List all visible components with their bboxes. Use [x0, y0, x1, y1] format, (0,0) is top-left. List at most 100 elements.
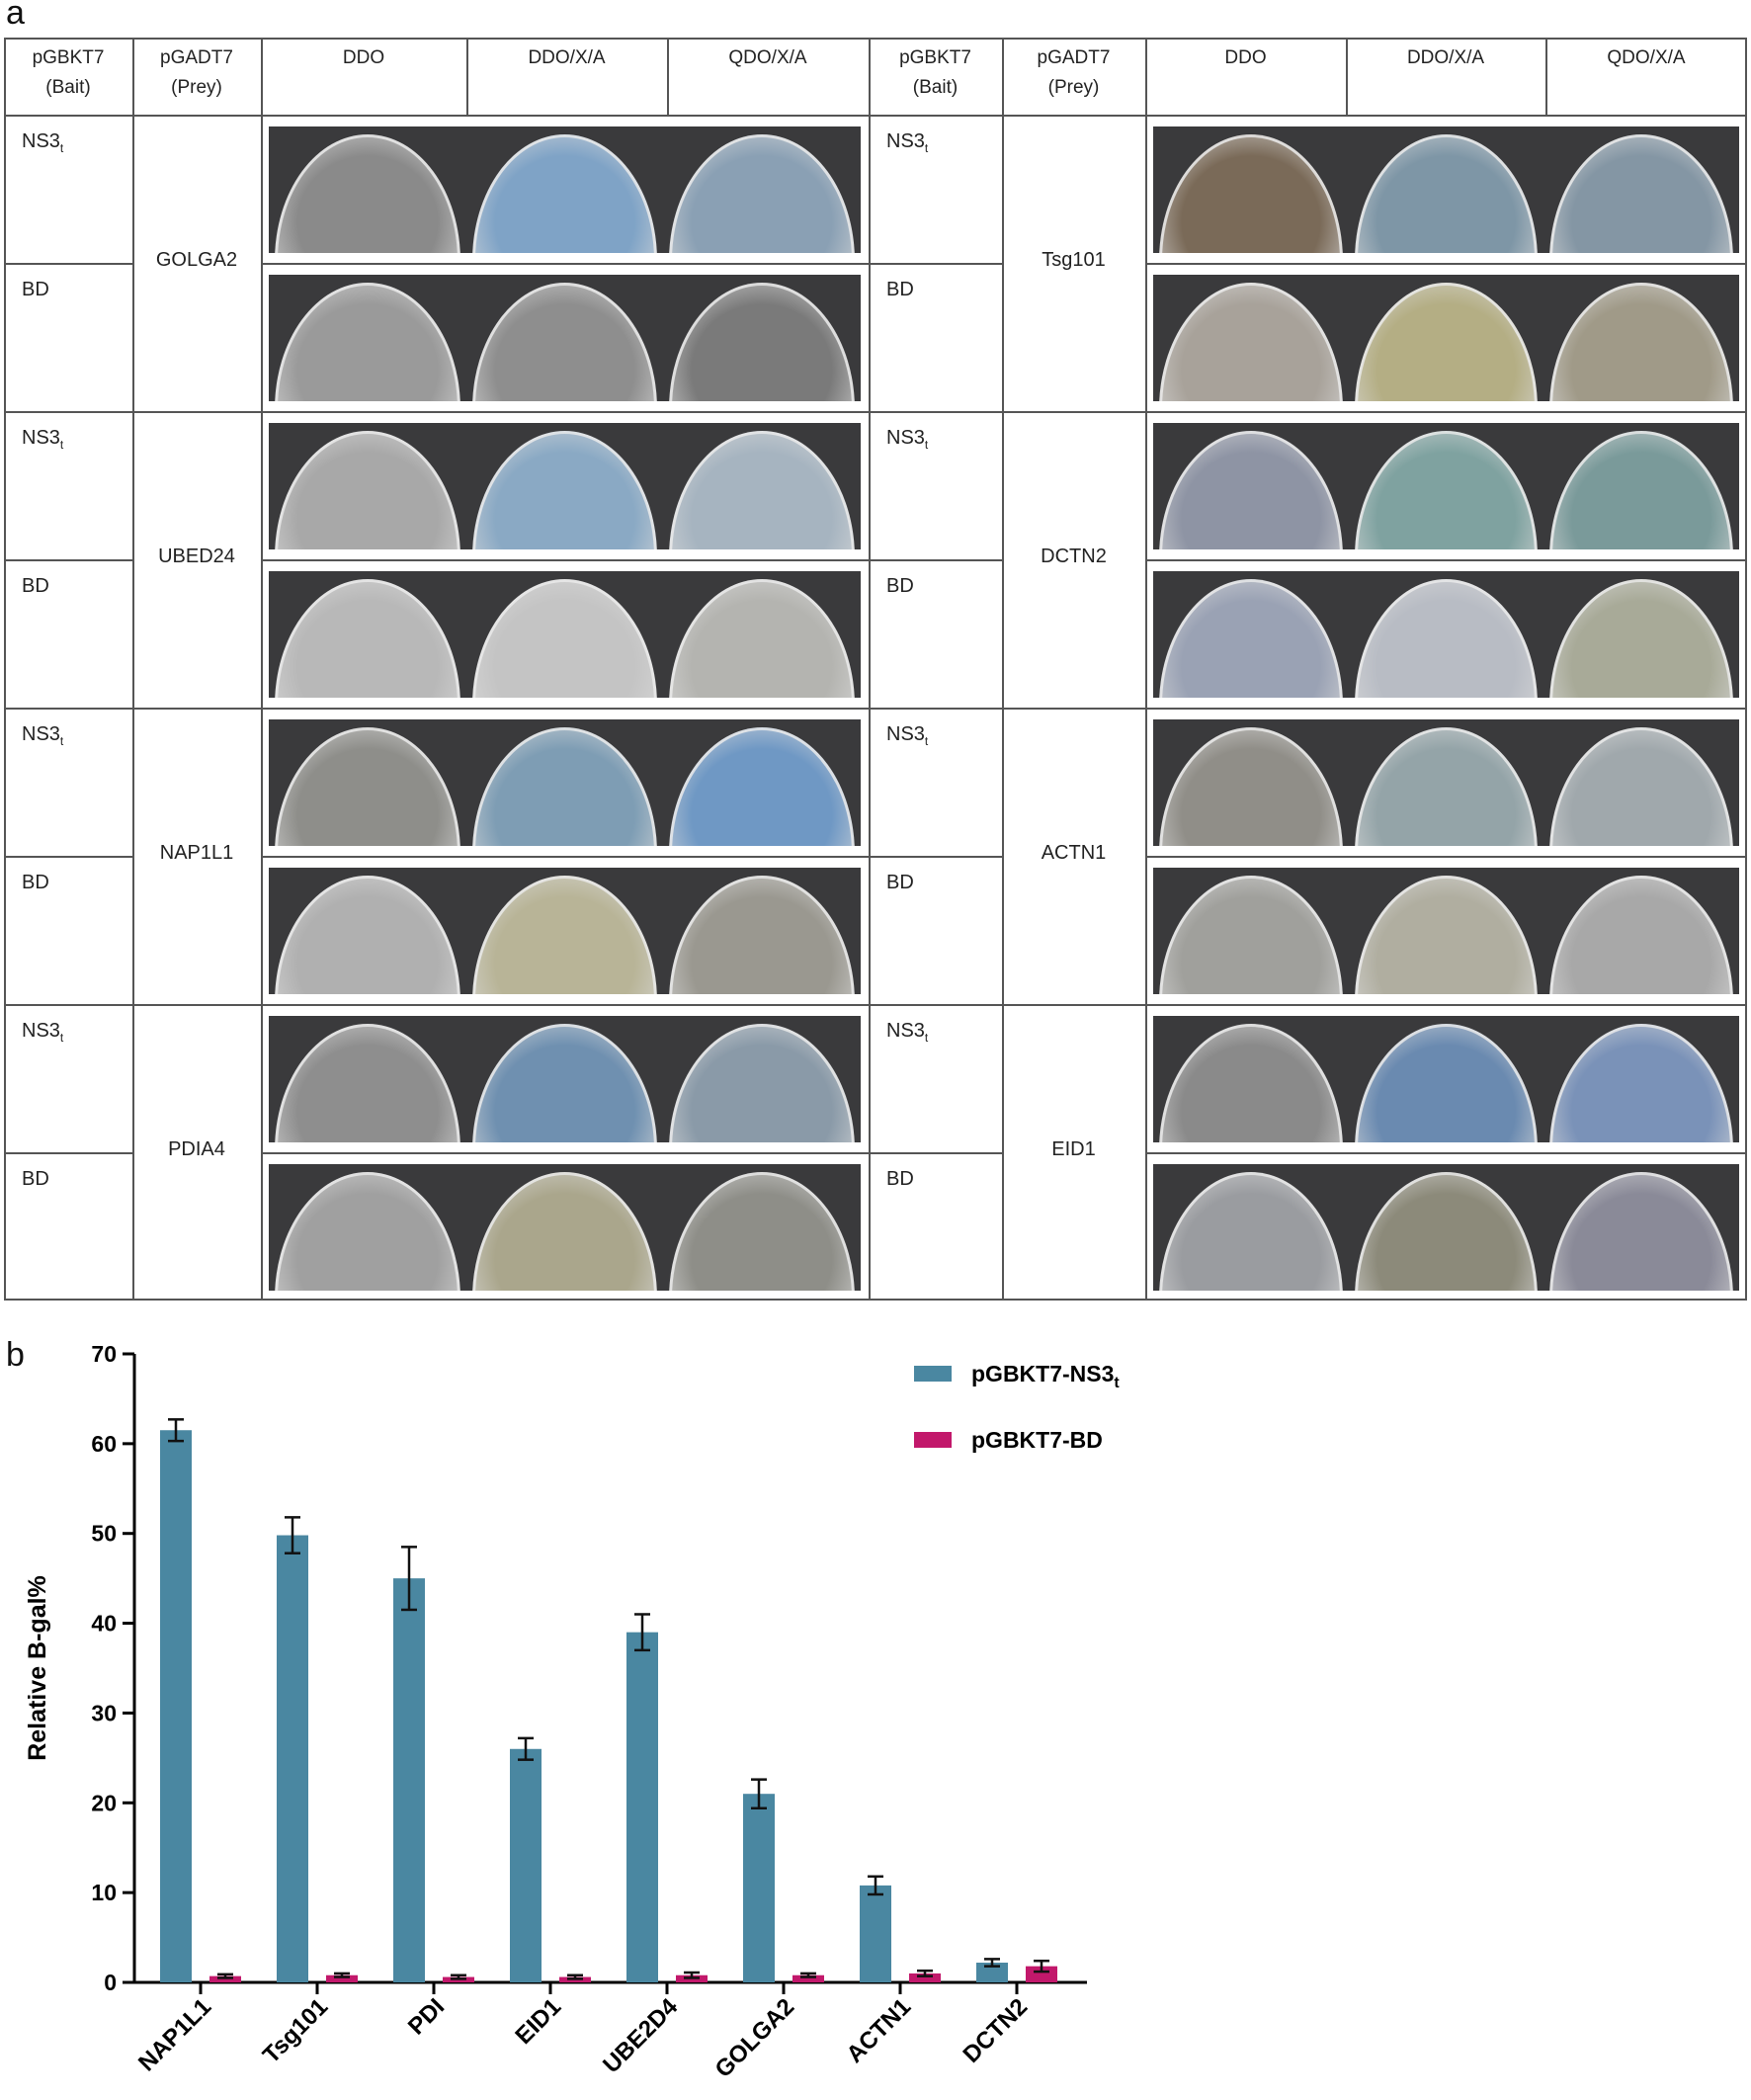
bait-ns3-text: NS3 — [886, 130, 925, 152]
agar-plate-image — [275, 283, 460, 401]
agar-plate-image — [1159, 283, 1343, 401]
bait-label-ns3: NS3t — [22, 723, 63, 748]
plate-row-ns3 — [269, 1016, 861, 1142]
table-vertical-rule — [1145, 38, 1147, 1301]
bait-label-bd: BD — [886, 279, 914, 300]
plate-row-ns3 — [1153, 1016, 1739, 1142]
y-tick-label: 20 — [91, 1790, 117, 1815]
medium-header-ddo-xa: DDO/X/A — [528, 47, 606, 68]
table-group-rule — [4, 708, 1747, 710]
plate-row-bd — [269, 868, 861, 994]
agar-plate-image — [1159, 727, 1343, 846]
y-tick-label: 0 — [104, 1970, 117, 1995]
table-vertical-rule — [1346, 38, 1348, 115]
bait-label-bd: BD — [22, 1168, 49, 1190]
bait-ns3-subscript: t — [924, 438, 929, 452]
agar-plate-image — [1549, 727, 1733, 846]
table-vertical-rule — [261, 38, 263, 1301]
agar-plate-image — [471, 134, 658, 253]
table-row-rule — [869, 263, 1002, 265]
agar-plate-image — [1354, 876, 1539, 994]
bar-ns3 — [510, 1748, 542, 1982]
agar-plate-image — [1549, 1024, 1733, 1142]
prey-header: pGADT7 (Prey) — [1037, 47, 1111, 98]
y-tick-label: 70 — [91, 1341, 117, 1367]
legend-swatch-bd — [914, 1432, 952, 1448]
agar-plate-image — [1549, 876, 1733, 994]
agar-plate-image — [275, 727, 460, 846]
bait-ns3-text: NS3 — [22, 723, 60, 745]
y-axis-title: Relative B-gal% — [24, 1575, 51, 1761]
table-top-rule — [4, 38, 1747, 40]
agar-plate-image — [1354, 134, 1539, 253]
table-vertical-rule — [132, 38, 134, 1301]
table-row-rule — [869, 1152, 1002, 1154]
bait-ns3-subscript: t — [924, 1031, 929, 1045]
bar-ns3 — [626, 1632, 658, 1982]
agar-plate-image — [669, 579, 855, 698]
agar-plate-image — [669, 727, 855, 846]
prey-label: UBED24 — [158, 546, 235, 567]
agar-plate-image — [1159, 1024, 1343, 1142]
bait-label-bd: BD — [22, 872, 49, 893]
prey-label: DCTN2 — [1041, 546, 1107, 567]
x-tick-label: ACTN1 — [842, 1993, 917, 2068]
prey-label: PDIA4 — [168, 1138, 225, 1160]
table-row-rule — [4, 263, 132, 265]
agar-plate-image — [1159, 1172, 1343, 1291]
x-tick-label: GOLGA2 — [709, 1993, 799, 2083]
bait-ns3-subscript: t — [924, 141, 929, 155]
prey-label: Tsg101 — [1042, 249, 1106, 271]
bait-ns3-text: NS3 — [886, 427, 925, 449]
table-row-rule — [4, 1152, 132, 1154]
agar-plate-image — [471, 579, 658, 698]
medium-header-qdo-xa: QDO/X/A — [1607, 47, 1686, 68]
legend-label-ns3: pGBKT7-NS3t — [971, 1361, 1120, 1391]
y-tick-label: 40 — [91, 1611, 117, 1637]
table-row-rule — [4, 559, 132, 561]
plate-row-bd — [269, 275, 861, 401]
plate-row-bd — [1153, 275, 1739, 401]
x-tick-label: EID1 — [510, 1993, 566, 2050]
prey-label: EID1 — [1051, 1138, 1096, 1160]
agar-plate-image — [471, 727, 658, 846]
prey-label: NAP1L1 — [159, 842, 234, 864]
legend-label-text: pGBKT7-BD — [971, 1427, 1103, 1453]
agar-plate-image — [1354, 1172, 1539, 1291]
table-group-rule — [4, 1299, 1747, 1301]
bait-label-bd: BD — [22, 575, 49, 597]
x-tick-label: Tsg101 — [258, 1993, 333, 2068]
bait-label-bd: BD — [22, 279, 49, 300]
agar-plate-image — [471, 876, 658, 994]
agar-plate-image — [669, 876, 855, 994]
agar-plate-image — [1159, 134, 1343, 253]
agar-plate-image — [275, 1024, 460, 1142]
bait-ns3-text: NS3 — [886, 723, 925, 745]
bar-bd — [909, 1973, 941, 1982]
y-tick-label: 30 — [91, 1700, 117, 1725]
bait-label-ns3: NS3t — [22, 130, 63, 155]
agar-plate-image — [1354, 727, 1539, 846]
y-tick-label: 60 — [91, 1431, 117, 1457]
agar-plate-image — [275, 876, 460, 994]
bait-ns3-subscript: t — [59, 141, 64, 155]
table-vertical-rule — [667, 38, 669, 115]
medium-header-ddo: DDO — [342, 47, 385, 68]
plate-row-bd — [1153, 571, 1739, 698]
table-header-rule — [4, 115, 1747, 117]
bar-ns3 — [743, 1794, 775, 1982]
agar-plate-image — [669, 1024, 855, 1142]
bait-label-ns3: NS3t — [886, 427, 928, 452]
agar-plate-image — [275, 431, 460, 549]
table-vertical-rule — [1002, 38, 1004, 1301]
bar-ns3 — [976, 1963, 1008, 1982]
bar-bd — [1026, 1966, 1057, 1982]
agar-plate-image — [1549, 134, 1733, 253]
panel-b-label: b — [6, 1336, 25, 1374]
table-vertical-rule — [1745, 38, 1747, 1301]
agar-plate-image — [471, 1172, 658, 1291]
bar-ns3 — [277, 1535, 308, 1982]
table-row-rule — [261, 856, 869, 858]
y-tick-label: 50 — [91, 1521, 117, 1547]
table-row-rule — [869, 559, 1002, 561]
